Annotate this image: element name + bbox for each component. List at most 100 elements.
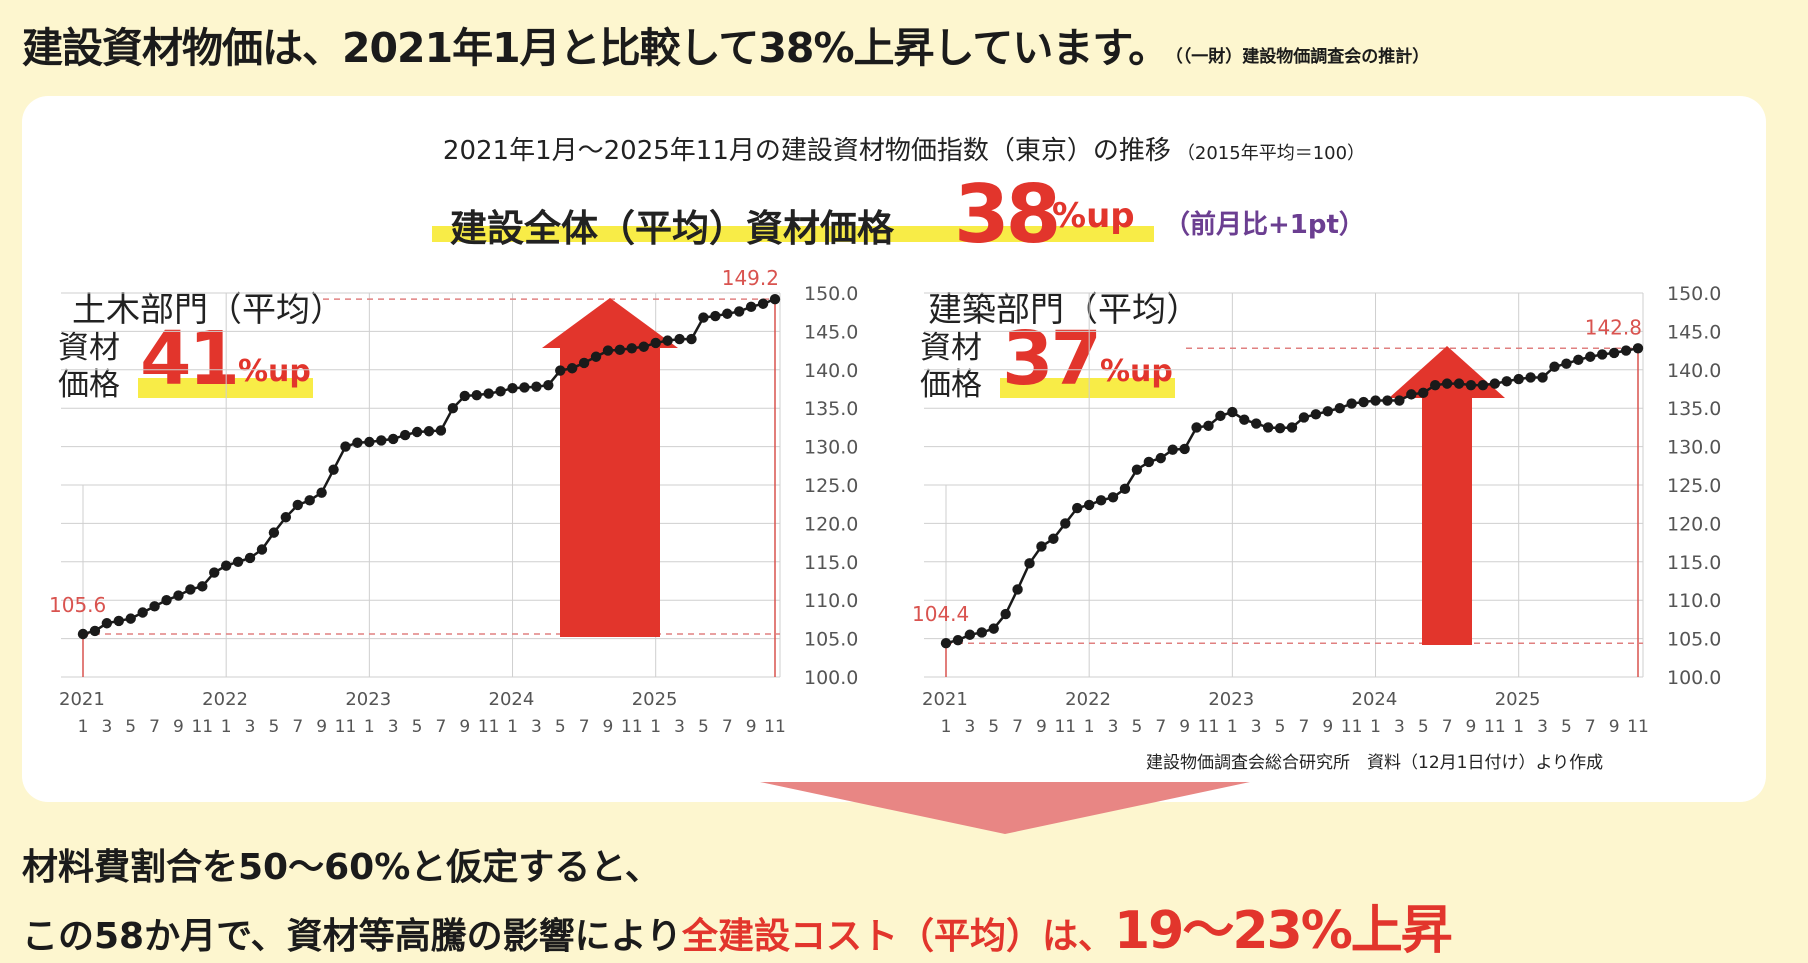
building-data-point	[1406, 389, 1417, 400]
civil-ytick-label: 135.0	[804, 398, 858, 420]
chart-note: （2015年平均＝100）	[1176, 143, 1366, 164]
civil-data-point	[328, 464, 339, 475]
civil-data-point	[137, 607, 148, 618]
civil-data-point	[698, 312, 709, 323]
building-data-point	[1203, 420, 1214, 432]
building-data-point	[1143, 456, 1155, 468]
civil-month-label: 11	[478, 717, 500, 737]
headline-text: 建設資材物価は、2021年1月と比較して38%上昇しています。	[22, 24, 1169, 72]
building-data-point	[1036, 541, 1047, 552]
building-month-label: 9	[1466, 717, 1477, 737]
building-data-point	[1620, 345, 1632, 356]
building-ytick-label: 115.0	[1667, 552, 1721, 574]
civil-ytick-label: 130.0	[804, 437, 858, 459]
building-stat-value: 37	[1002, 316, 1102, 402]
building-month-label: 5	[1275, 717, 1286, 737]
building-month-label: 5	[988, 717, 999, 737]
civil-month-label: 1	[78, 717, 89, 737]
civil-stat-value: 41	[140, 316, 240, 402]
building-year-label: 2022	[1065, 689, 1111, 710]
civil-panel-title: 土木部門（平均）	[72, 290, 344, 330]
civil-data-point	[185, 584, 196, 595]
building-start-value-label: 104.4	[912, 602, 969, 626]
building-data-point	[1131, 464, 1143, 475]
overall-highlight	[432, 226, 1154, 242]
civil-data-point	[256, 544, 268, 555]
building-stat-label: 資材 価格	[920, 330, 1000, 404]
chart-card	[22, 96, 1766, 802]
building-data-point	[1048, 533, 1059, 544]
civil-ytick-label: 100.0	[804, 667, 858, 689]
headline-source: （（一財）建設物価調査会の推計）	[1174, 47, 1430, 67]
civil-data-point	[244, 552, 256, 564]
headline: 建設資材物価は、2021年1月と比較して38%上昇しています。 （（一財）建設物価…	[22, 14, 1429, 74]
building-stat-label-2: 価格	[920, 367, 982, 403]
building-chart: 100.0 105.0 110.0 115.0 120.0 125.0 130.0 135.0…	[912, 283, 1721, 737]
building-month-label: 9	[1609, 717, 1620, 737]
building-data-point	[940, 638, 952, 649]
civil-data-point	[662, 335, 673, 346]
building-data-point	[1513, 373, 1524, 385]
civil-month-label: 7	[436, 717, 447, 737]
building-data-point	[1000, 608, 1011, 620]
civil-ytick-label: 120.0	[804, 513, 858, 535]
building-year-label: 2025	[1495, 689, 1541, 710]
conclusion-line-2a: この58か月で、資材等高騰の影響により	[22, 916, 682, 957]
civil-month-label: 9	[173, 717, 184, 737]
civil-data-point	[161, 595, 172, 606]
civil-month-label: 3	[674, 717, 685, 737]
building-month-label: 7	[1299, 717, 1310, 737]
civil-month-label: 1	[507, 717, 518, 737]
building-ytick-label: 105.0	[1667, 629, 1721, 651]
building-ytick-label: 100.0	[1667, 667, 1721, 689]
building-data-point	[1107, 492, 1119, 503]
civil-data-point	[399, 429, 411, 441]
civil-data-point	[209, 567, 220, 578]
civil-month-label: 3	[531, 717, 542, 737]
building-month-label: 5	[1418, 717, 1429, 737]
civil-data-point	[495, 386, 506, 397]
civil-month-label: 11	[621, 717, 643, 737]
civil-data-point	[614, 344, 626, 356]
civil-data-point	[113, 615, 124, 627]
civil-data-point	[447, 403, 459, 414]
civil-data-point	[471, 389, 482, 401]
civil-data-point	[352, 437, 363, 448]
civil-month-label: 3	[245, 717, 256, 737]
chart-title: 2021年1月〜2025年11月の建設資材物価指数（東京）の推移 （2015年平均…	[0, 130, 1808, 167]
building-month-label: 3	[964, 717, 975, 737]
civil-data-point	[590, 351, 602, 362]
civil-month-label: 5	[412, 717, 423, 737]
civil-data-point	[686, 333, 697, 345]
civil-data-point	[435, 425, 447, 436]
civil-data-point	[77, 628, 89, 640]
building-data-point	[1489, 378, 1501, 389]
civil-stat-label-2: 価格	[58, 367, 120, 403]
building-month-label: 5	[1131, 717, 1142, 737]
building-data-point	[1465, 379, 1477, 391]
conclusion-line-2: この58か月で、資材等高騰の影響により全建設コスト（平均）は、19〜23%上昇	[22, 888, 1453, 963]
civil-data-point	[364, 436, 375, 448]
overall-unit: %up	[1052, 196, 1135, 236]
building-data-point	[1477, 379, 1489, 391]
building-month-label: 1	[1370, 717, 1381, 737]
civil-data-point	[745, 301, 757, 313]
civil-ytick-label: 110.0	[804, 590, 858, 612]
building-data-point	[1012, 584, 1023, 595]
civil-chart: 100.0 105.0 110.0 115.0 120.0 125.0 130.0 135.0…	[49, 266, 858, 737]
civil-data-point	[722, 308, 733, 319]
building-month-label: 11	[1341, 717, 1363, 737]
building-data-point	[1251, 418, 1262, 429]
civil-data-point	[149, 601, 160, 612]
building-data-point	[1585, 351, 1596, 362]
civil-data-point	[638, 341, 649, 352]
civil-year-label: 2021	[59, 689, 105, 710]
civil-ytick-label: 115.0	[804, 552, 858, 574]
civil-data-point	[316, 487, 327, 498]
civil-data-point	[220, 560, 232, 571]
civil-data-point	[89, 625, 101, 637]
civil-data-point	[602, 345, 614, 356]
building-data-point	[1024, 558, 1035, 569]
building-data-point	[1227, 406, 1238, 418]
